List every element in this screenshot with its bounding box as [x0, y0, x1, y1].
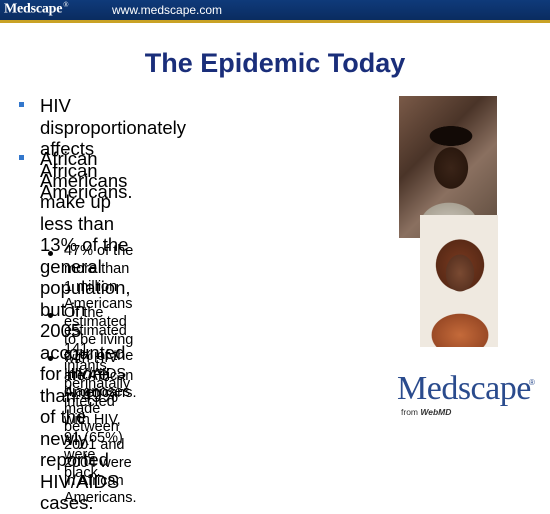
bullet-marker: [19, 102, 24, 107]
subbullet-line: estimated to be living with HIV are Afri…: [64, 314, 134, 384]
subbullet-line: Americans.: [64, 385, 137, 402]
bullet-marker: [19, 155, 24, 160]
subbullet-marker: [48, 356, 53, 361]
list-item: 47% of the more than 1 million Americans…: [64, 243, 137, 403]
subbullet-line: 61% of the HIV/AIDS diagnoses: [64, 348, 134, 400]
bullet-line: accounted for more than 49% of the: [40, 341, 126, 428]
header-bar: Medscape® www.medscape.com: [0, 0, 550, 20]
logo-registered-mark: ®: [529, 378, 535, 387]
subbullet-marker: [48, 313, 53, 318]
header-divider: [0, 20, 550, 23]
logo-tagline: from WebMD: [401, 407, 452, 417]
photo-woman: [420, 215, 498, 347]
site-url[interactable]: www.medscape.com: [112, 3, 223, 17]
subbullet-marker: [48, 251, 53, 256]
subbullet-line: 47% of the more than 1 million Americans: [64, 243, 134, 313]
slide-title: The Epidemic Today: [144, 48, 406, 78]
list-item: African Americans make up less than 13% …: [40, 148, 131, 514]
bullet-line: HIV disproportionately affects: [40, 95, 187, 159]
brand-wordmark: Medscape®: [4, 1, 69, 17]
logo-wordmark: Medscape: [397, 370, 531, 407]
bullet-line: African Americans make up less than: [40, 148, 128, 234]
subbullet-line: in African Americans.: [64, 472, 137, 507]
subbullet-line: made between 2001 and 2004 were: [64, 401, 132, 471]
list-item: 61% of the HIV/AIDS diagnoses made betwe…: [64, 348, 137, 508]
photo-young-man: [399, 96, 497, 238]
medscape-logo: Medscape ® from WebMD: [397, 372, 537, 422]
subbullet-line: Of the estimated 141 infants perinatally…: [64, 305, 131, 410]
list-item: HIV disproportionately affects African A…: [40, 95, 186, 203]
bullet-line: African Americans.: [40, 159, 133, 203]
